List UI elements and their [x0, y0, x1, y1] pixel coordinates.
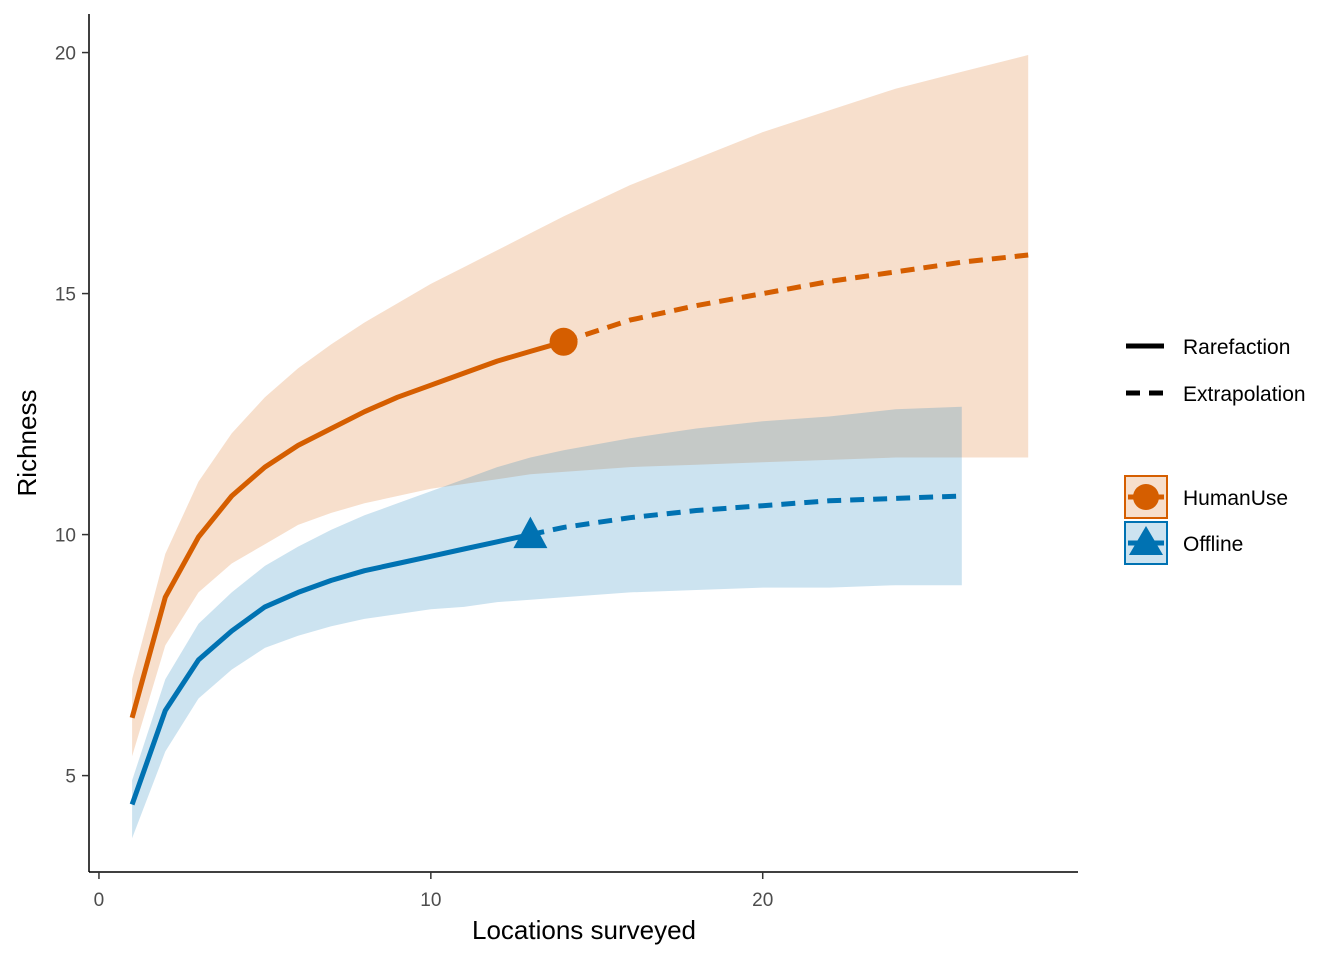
x-axis-ticks: 0 10 20 [94, 872, 773, 911]
y-tick-label: 10 [55, 526, 76, 547]
x-axis-title: Locations surveyed [472, 915, 696, 945]
humanuse-legend-marker [1133, 484, 1159, 510]
y-axis-ticks: 5 10 15 20 [55, 44, 89, 788]
y-tick-label: 5 [65, 767, 76, 788]
offline-extrapolation-line [529, 493, 962, 538]
humanuse-legend-label: HumanUse [1183, 487, 1288, 510]
legend-extrapolation-label: Extrapolation [1183, 383, 1306, 406]
y-tick-label: 15 [55, 285, 76, 306]
x-tick-label: 20 [752, 890, 773, 911]
y-tick-label: 20 [55, 44, 76, 65]
humanuse-observed-point [549, 327, 578, 356]
offline-legend-label: Offline [1183, 533, 1243, 556]
axes [88, 14, 1078, 873]
series-legend: HumanUse Offline [1124, 475, 1288, 565]
x-tick-label: 10 [420, 890, 441, 911]
confidence-bands [132, 55, 1029, 839]
offline-confidence-band [132, 406, 962, 839]
offline-observed-point [513, 516, 548, 549]
observed-markers [513, 327, 578, 549]
offline-rarefaction-line [129, 532, 531, 806]
offline-legend-marker [1129, 526, 1163, 555]
linetype-legend: Rarefaction Extrapolation [1126, 336, 1306, 406]
legend-rarefaction-label: Rarefaction [1183, 336, 1290, 359]
series-lines [129, 252, 1029, 806]
x-tick-label: 0 [94, 890, 105, 911]
humanuse-confidence-band [132, 55, 1029, 757]
humanuse-extrapolation-line [562, 252, 1029, 345]
y-axis-title: Richness [12, 390, 42, 497]
humanuse-rarefaction-line [129, 339, 565, 719]
